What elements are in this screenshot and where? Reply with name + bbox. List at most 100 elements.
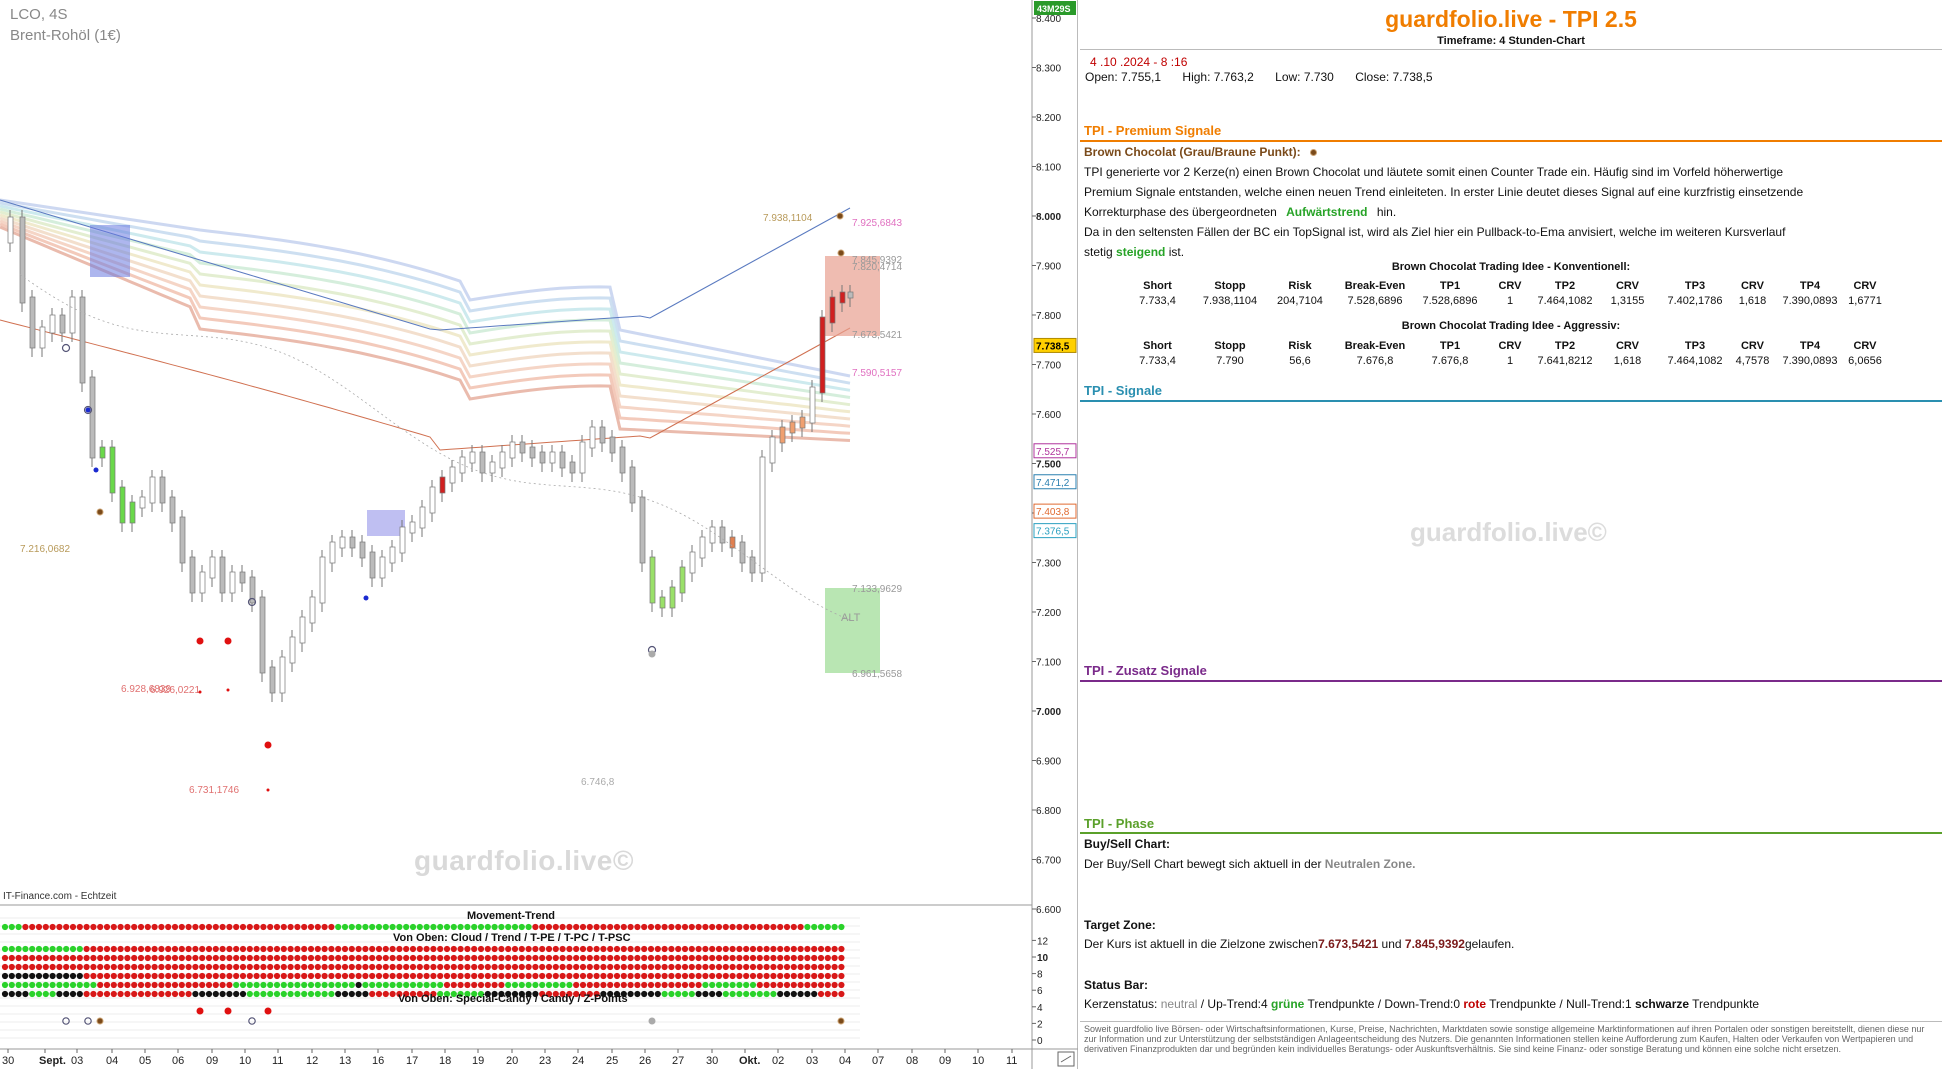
trend-dot (545, 981, 553, 989)
trend-dot (341, 972, 349, 980)
y-tick-label: 6.900 (1036, 757, 1061, 768)
trend-dot (620, 954, 627, 962)
trend-dot (688, 972, 695, 980)
trend-dot (212, 972, 219, 980)
trend-dot (654, 954, 661, 962)
trend-dot (131, 963, 138, 971)
trend-dot (301, 954, 308, 962)
trend-dot (464, 945, 471, 953)
trend-dot (83, 923, 90, 931)
trend-dot (22, 963, 29, 971)
x-tick-label: 02 (772, 1055, 784, 1067)
trend-dot (35, 981, 43, 989)
trend-dot (165, 972, 172, 980)
trend-dot (811, 972, 818, 980)
trend-dot (90, 990, 97, 998)
trend-dot (144, 981, 151, 989)
trend-dot (668, 954, 675, 962)
trend-dot (76, 954, 83, 962)
trend-dot (620, 963, 627, 971)
trend-dot (212, 981, 219, 989)
trend-dot (477, 981, 485, 989)
trend-dot (90, 972, 97, 980)
uptrend-word: Aufwärtstrend (1286, 205, 1368, 219)
trend-dot (797, 981, 804, 989)
trend-dot (709, 945, 716, 953)
red-signal-dot (196, 637, 204, 645)
trend-dot (477, 923, 485, 931)
trend-dot (165, 954, 172, 962)
trend-dot (668, 981, 675, 989)
trend-dot (8, 945, 15, 953)
trend-dot (253, 954, 260, 962)
price-annotation: 6.746,8 (581, 777, 615, 788)
candle-body (369, 551, 376, 579)
price-chart[interactable]: 8.400 8.300 8.200 8.100 8.000 7.900 7.800 7.700… (0, 0, 1078, 1069)
trend-dot (620, 945, 627, 953)
trend-dot (321, 923, 328, 931)
trend-dot (294, 981, 301, 989)
candle-body (689, 551, 696, 574)
ind-y-label: 0 (1037, 1036, 1043, 1047)
table-cell: 7.790 (1216, 354, 1244, 367)
bc-text3a: Korrekturphase des übergeordneten (1084, 205, 1277, 219)
timeframe-label: Timeframe: 4 Stunden-Chart (1437, 35, 1585, 47)
trade-idea-aggressive-table: Short Stopp Risk Break-Even TP1 CRV TP2 CRV TP3 C… (1120, 338, 1885, 368)
trend-dot (158, 981, 165, 989)
extra-signals-title: TPI - Zusatz Signale (1084, 663, 1207, 678)
trend-dot (294, 923, 301, 931)
trend-dot (369, 963, 376, 971)
trend-dot (457, 923, 464, 931)
trend-dot (797, 954, 804, 962)
trend-dot (382, 923, 389, 931)
trend-dot (103, 954, 111, 962)
trend-dot (464, 923, 471, 931)
candle-body (379, 556, 386, 579)
trend-dot (314, 981, 321, 989)
candle-body (589, 426, 596, 449)
trend-dot (620, 990, 627, 998)
trend-dot (722, 981, 729, 989)
trend-dot (403, 954, 410, 962)
trend-dot (239, 990, 247, 998)
trend-dot (471, 981, 478, 989)
ema-ribbon-line (0, 204, 851, 392)
table-header-row: Short Stopp Risk Break-Even TP1 CRV TP2 CRV TP3 C… (1120, 278, 1885, 293)
trend-dot (545, 945, 553, 953)
trend-dot (777, 972, 784, 980)
trend-dot (797, 990, 804, 998)
trend-dot (763, 954, 770, 962)
trend-dot (35, 954, 43, 962)
trend-dot (369, 990, 376, 998)
trend-dot (273, 963, 281, 971)
hollow-signal-circle (83, 405, 93, 415)
trend-dot (505, 945, 512, 953)
x-tick-label: 07 (872, 1055, 884, 1067)
table-cell: 1,618 (1738, 294, 1767, 307)
ind-y-label: 10 (1037, 953, 1049, 964)
trend-dot (804, 981, 811, 989)
trend-dot (185, 990, 192, 998)
x-tick-label: 03 (806, 1055, 818, 1067)
trend-dot (586, 923, 593, 931)
trend-dot (307, 972, 315, 980)
trend-dot (749, 981, 757, 989)
trend-dot (205, 923, 213, 931)
trend-dot (743, 990, 750, 998)
trend-dot (756, 963, 763, 971)
trend-dot (205, 954, 213, 962)
trend-dot (586, 972, 593, 980)
trend-dot (307, 945, 315, 953)
trend-dot (131, 981, 138, 989)
trend-dot (457, 990, 464, 998)
trend-dot (600, 923, 607, 931)
trend-dot (627, 963, 634, 971)
trend-dot (192, 972, 199, 980)
trend-dot (382, 963, 389, 971)
trend-dot (273, 945, 281, 953)
candle-body (789, 421, 796, 434)
chart-pane[interactable]: 8.400 8.300 8.200 8.100 8.000 7.900 7.800 7.700… (0, 0, 1078, 1069)
trend-dot (69, 945, 77, 953)
trend-dot (647, 981, 655, 989)
trend-dot (423, 972, 430, 980)
